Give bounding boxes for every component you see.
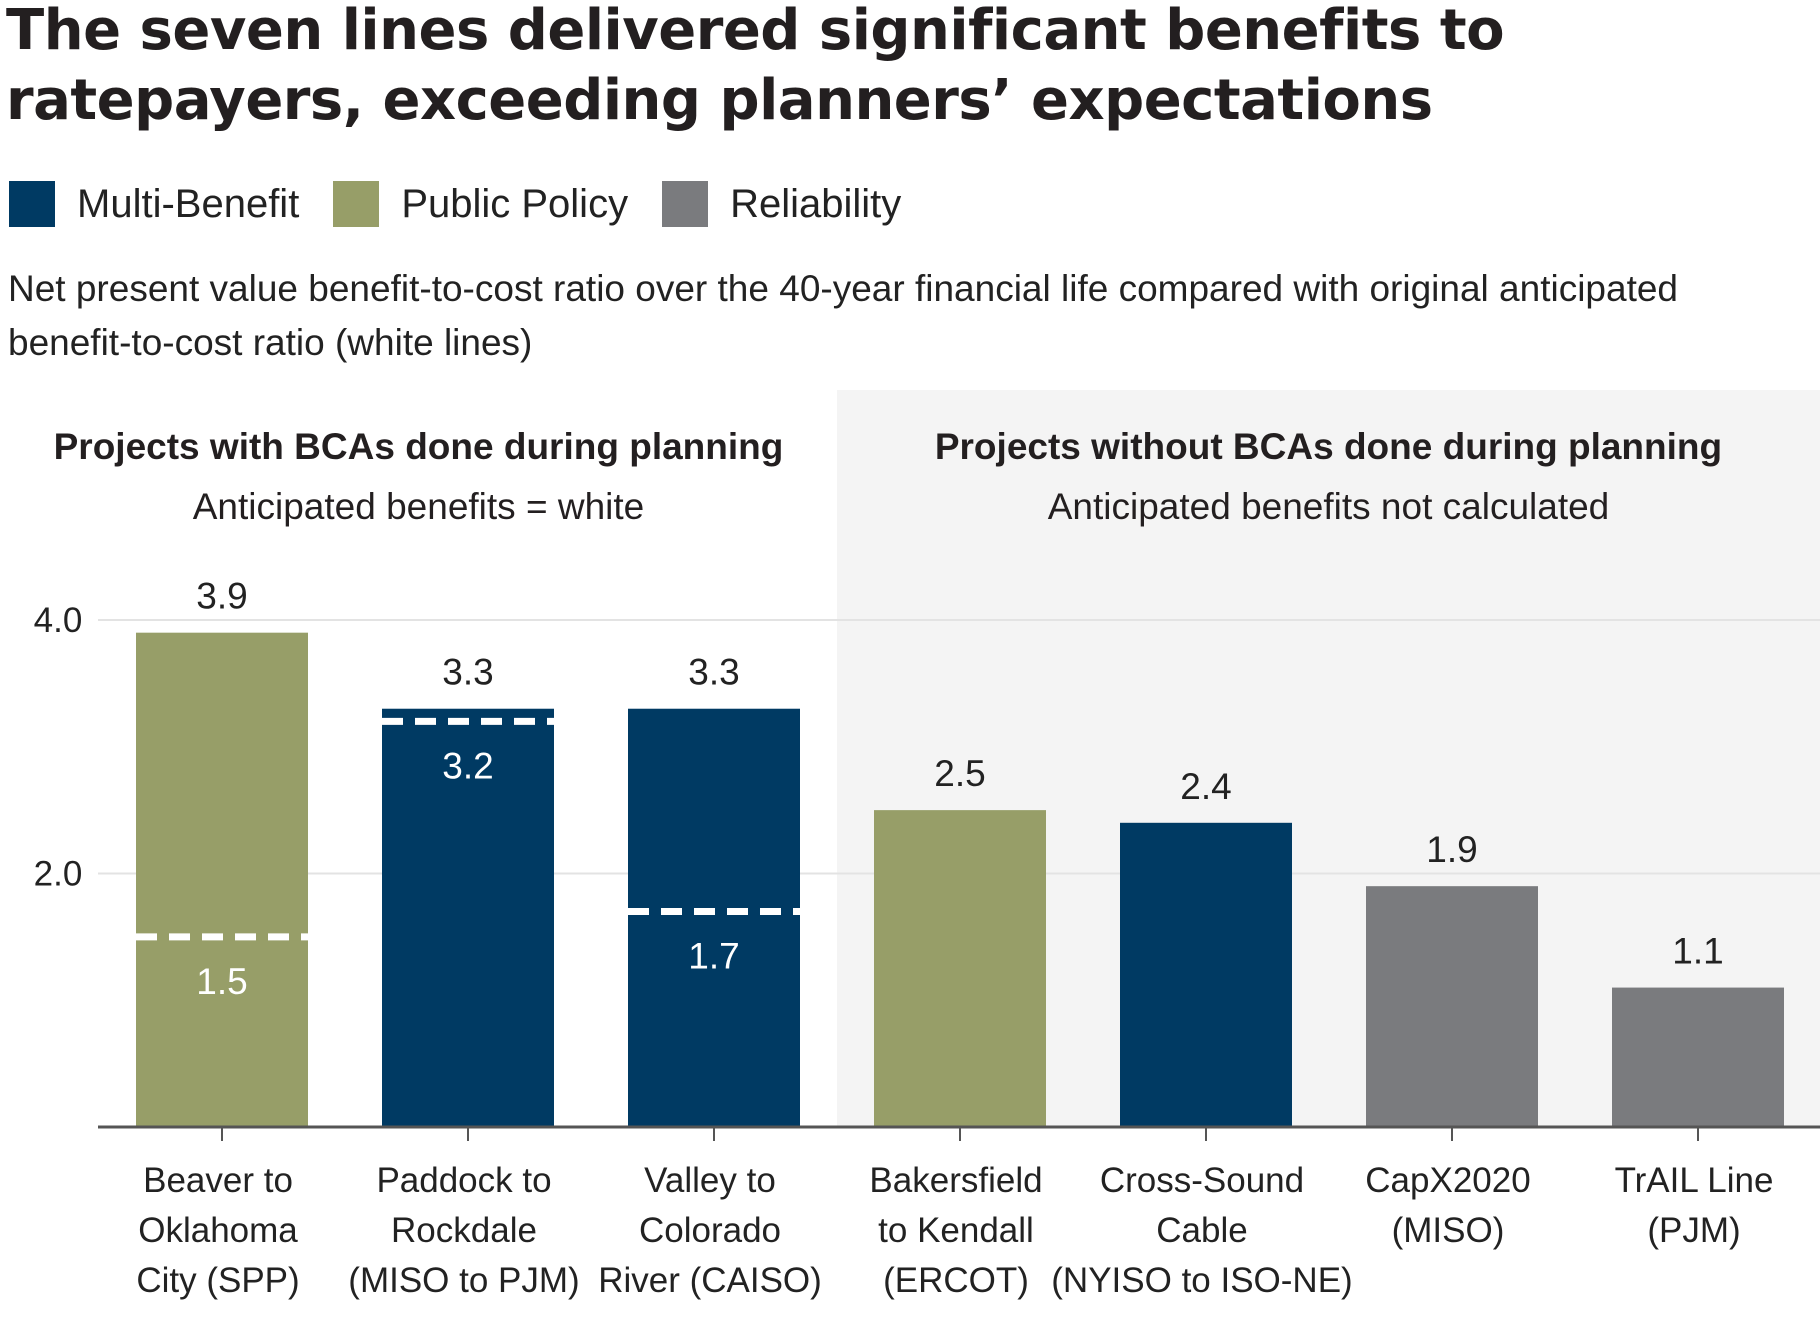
y-tick-label: 4.0 [34,601,83,640]
legend-label-reliability: Reliability [730,181,902,226]
x-category-label: TrAIL Line [1615,1161,1774,1200]
legend: Multi-Benefit Public Policy Reliability [9,180,935,228]
x-category-label: (ERCOT) [883,1261,1029,1300]
x-category-label: Bakersfield [869,1161,1042,1200]
bar-value-label: 2.5 [934,753,985,794]
x-category-label: Rockdale [391,1211,537,1250]
legend-item-public-policy: Public Policy [333,181,628,227]
bar-value-label: 3.3 [442,652,493,693]
x-category-label: Cross-Sound [1100,1161,1304,1200]
legend-label-public-policy: Public Policy [401,181,629,226]
legend-label-multi-benefit: Multi-Benefit [77,181,300,226]
legend-swatch-public-policy [333,181,380,227]
group-subheading: Anticipated benefits not calculated [1048,486,1610,527]
legend-item-reliability: Reliability [662,181,901,227]
chart-subtitle: Net present value benefit-to-cost ratio … [8,268,1679,363]
bar [382,708,554,1127]
bar [1366,886,1538,1127]
y-tick-label: 2.0 [34,855,83,894]
legend-swatch-multi-benefit [9,181,55,227]
chart-title: The seven lines delivered significant be… [6,0,1505,133]
bar [1612,987,1784,1127]
bar [874,810,1046,1127]
x-category-label: Oklahoma [138,1211,298,1250]
bar [1120,822,1292,1127]
x-category-label: (NYISO to ISO-NE) [1051,1261,1352,1300]
group-subheading: Anticipated benefits = white [193,486,644,527]
x-category-label: (PJM) [1647,1211,1740,1250]
x-category-label: Cable [1156,1211,1247,1250]
x-category-label: (MISO to PJM) [348,1261,579,1300]
legend-swatch-reliability [662,181,709,227]
bar-value-label: 1.9 [1426,829,1477,870]
bar-value-label: 1.1 [1672,931,1723,972]
bar-value-label: 2.4 [1180,766,1231,807]
bar [136,632,308,1127]
x-category-label: Beaver to [143,1161,293,1200]
anticipated-benefit-label: 1.5 [196,961,247,1002]
group-heading: Projects without BCAs done during planni… [935,426,1722,467]
x-category-label: to Kendall [878,1211,1034,1250]
x-category-label: River (CAISO) [598,1261,822,1300]
legend-item-multi-benefit: Multi-Benefit [9,181,299,227]
x-category-label: CapX2020 [1365,1161,1530,1200]
bar-value-label: 3.9 [196,576,247,617]
anticipated-benefit-label: 1.7 [688,936,739,977]
x-category-label: (MISO) [1392,1211,1505,1250]
bar-value-label: 3.3 [688,652,739,693]
bar [628,708,800,1127]
anticipated-benefit-label: 3.2 [442,745,493,786]
x-category-label: Colorado [639,1211,781,1250]
x-category-label: City (SPP) [136,1261,299,1300]
x-category-label: Valley to [644,1161,776,1200]
group-heading: Projects with BCAs done during planning [54,426,784,467]
x-category-label: Paddock to [376,1161,551,1200]
